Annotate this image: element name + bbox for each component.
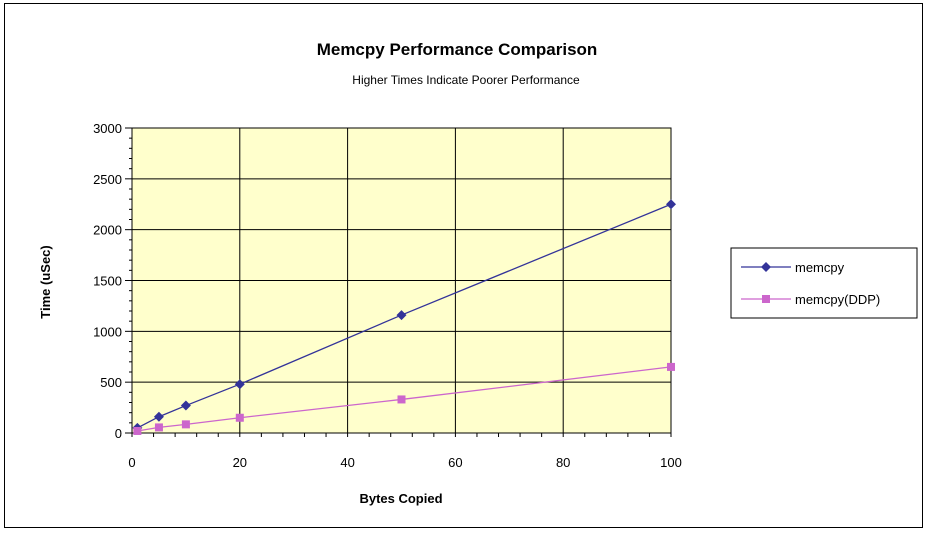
legend-label: memcpy(DDP)	[795, 292, 880, 307]
data-point	[397, 395, 406, 404]
axes	[125, 127, 672, 437]
legend-label: memcpy	[795, 260, 845, 275]
y-tick-label: 500	[100, 375, 122, 390]
data-point	[154, 423, 163, 432]
tick-labels: 0 500 1000 1500 2000 2500 3000 0 20 40 60 80 100	[93, 121, 682, 470]
x-tick-label: 80	[556, 455, 570, 470]
data-point	[666, 199, 676, 210]
y-tick-label: 2000	[93, 223, 122, 238]
plot-border	[131, 127, 672, 434]
x-tick-label: 100	[660, 455, 682, 470]
data-point	[181, 420, 190, 429]
y-tick-label: 0	[115, 426, 122, 441]
legend-box	[730, 247, 918, 319]
legend-item: memcpy	[741, 260, 845, 275]
chart-subtitle: Higher Times Indicate Poorer Performance	[352, 73, 580, 87]
chart-title: Memcpy Performance Comparison	[317, 40, 598, 59]
data-point	[396, 310, 407, 321]
x-tick-label: 20	[233, 455, 247, 470]
y-axis-title: Time (uSec)	[38, 245, 53, 318]
data-point	[667, 362, 675, 371]
data-point	[234, 379, 245, 390]
series-2	[133, 362, 675, 435]
y-tick-label: 1000	[93, 324, 122, 339]
x-axis-title: Bytes Copied	[359, 491, 442, 506]
legend-item: memcpy(DDP)	[741, 292, 880, 307]
data-point	[153, 411, 164, 422]
data-point	[180, 400, 191, 411]
y-tick-label: 3000	[93, 121, 122, 136]
y-tick-label: 1500	[93, 274, 122, 289]
legend: memcpy memcpy(DDP)	[730, 247, 918, 319]
x-tick-label: 60	[448, 455, 462, 470]
legend-marker	[762, 295, 770, 303]
series-layer	[132, 199, 676, 435]
data-point	[235, 413, 244, 422]
x-tick-label: 40	[340, 455, 354, 470]
x-tick-label: 0	[128, 455, 135, 470]
data-point	[133, 426, 142, 435]
series-line	[137, 203, 672, 429]
legend-marker	[761, 262, 771, 272]
y-tick-label: 2500	[93, 172, 122, 187]
series-1	[132, 199, 676, 433]
